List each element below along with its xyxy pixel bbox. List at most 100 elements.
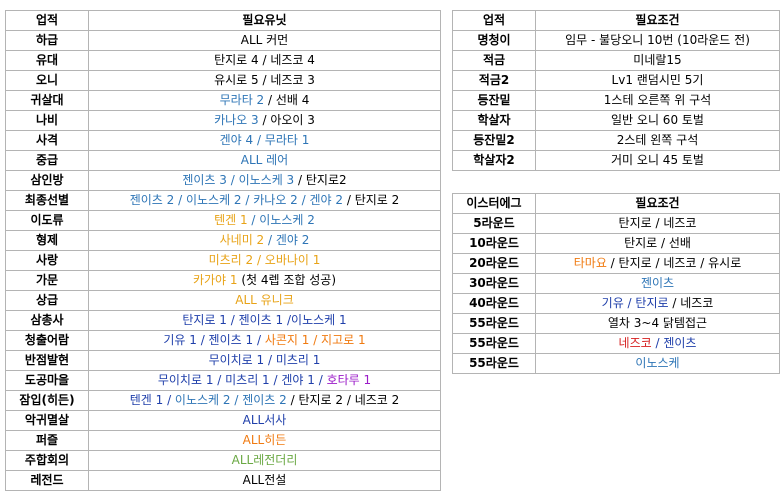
- requirement-text: 유시로 5 / 네즈코 3: [214, 73, 315, 87]
- requirement-cell: 겐야 4 / 무라타 1: [88, 130, 441, 151]
- requirement-text: ALL히든: [242, 433, 287, 447]
- requirement-cell: 거미 오니 45 토벌: [535, 150, 780, 171]
- requirement-cell: 탄지로 1 / 젠이츠 1 /이노스케 1: [88, 310, 441, 331]
- requirement-cell: 1스테 오른쪽 위 구석: [535, 90, 780, 111]
- achievement-name-cell: 55라운드: [452, 353, 536, 374]
- requirement-cell: ALL히든: [88, 430, 441, 451]
- achievement-name-cell: 30라운드: [452, 273, 536, 294]
- achievement-name-cell: 퍼즐: [5, 430, 89, 451]
- requirement-cell: 미츠리 2 / 오바나이 1: [88, 250, 441, 271]
- achievement-name-cell: 상급: [5, 290, 89, 311]
- achievement-name-cell: 20라운드: [452, 253, 536, 274]
- table-row: 적금2 Lv1 랜덤시민 5기: [452, 70, 780, 91]
- requirement-cell: ALL 유니크: [88, 290, 441, 311]
- requirement-text: 겐야 4 / 무라타 1: [219, 133, 310, 147]
- requirement-text: ALL 유니크: [235, 293, 294, 307]
- requirement-text: / 아오이 3: [258, 113, 315, 127]
- header-cell: 이스터에그: [452, 193, 536, 214]
- requirement-text: 임무 - 불당오니 10번 (10라운드 전): [565, 33, 750, 47]
- achievement-name-cell: 이도류: [5, 210, 89, 231]
- requirement-text: ALL서사: [242, 413, 287, 427]
- requirement-cell: 무이치로 1 / 미츠리 1 / 겐야 1 / 호타루 1: [88, 370, 441, 391]
- units-table: 업적 필요유닛 하급 ALL 커먼 유대 탄지로 4 / 네즈코 4 오니 유시로 5 /…: [5, 10, 441, 491]
- table-row: 나비 카나오 3 / 아오이 3: [5, 110, 441, 131]
- table-row: 20라운드 타마요 / 탄지로 / 네즈코 / 유시로: [452, 253, 780, 274]
- requirement-text: 젠이츠 2 / 이노스케 2 / 카나오 2 / 겐야 2: [129, 193, 344, 207]
- table-row: 최종선별 젠이츠 2 / 이노스케 2 / 카나오 2 / 겐야 2 / 탄지로 …: [5, 190, 441, 211]
- table-row: 귀살대 무라타 2 / 선배 4: [5, 90, 441, 111]
- achievement-name-cell: 최종선별: [5, 190, 89, 211]
- requirement-text: (첫 4렙 조합 성공): [237, 273, 337, 287]
- table-row: 상급 ALL 유니크: [5, 290, 441, 311]
- table-row: 하급 ALL 커먼: [5, 30, 441, 51]
- achievement-name-cell: 명청이: [452, 30, 536, 51]
- table-row: 10라운드 탄지로 / 선배: [452, 233, 780, 254]
- table-row: 적금 미네랄15: [452, 50, 780, 71]
- requirement-text: / 탄지로 2 / 네즈코 2: [286, 393, 400, 407]
- achievement-name-cell: 가문: [5, 270, 89, 291]
- achievement-name-cell: 삼총사: [5, 310, 89, 331]
- achievement-name-cell: 레전드: [5, 470, 89, 491]
- requirement-cell: 타마요 / 탄지로 / 네즈코 / 유시로: [535, 253, 780, 274]
- requirement-cell: ALL레전더리: [88, 450, 441, 471]
- requirement-text: 1스테 오른쪽 위 구석: [603, 93, 712, 107]
- achievement-name-cell: 형제: [5, 230, 89, 251]
- achievement-name-cell: 삼인방: [5, 170, 89, 191]
- requirement-text: 탄지로 1 / 젠이츠 1 /이노스케 1: [182, 313, 347, 327]
- table-row: 삼총사 탄지로 1 / 젠이츠 1 /이노스케 1: [5, 310, 441, 331]
- header-cell: 필요조건: [535, 10, 780, 31]
- requirement-text: / 탄지로 / 네즈코 / 유시로: [606, 256, 742, 270]
- requirement-cell: 네즈코 / 젠이츠: [535, 333, 780, 354]
- table-row: 형제 사네미 2 / 겐야 2: [5, 230, 441, 251]
- achievement-name-cell: 등잔밑: [452, 90, 536, 111]
- requirement-text: Lv1 랜덤시민 5기: [611, 73, 704, 87]
- requirement-cell: 유시로 5 / 네즈코 3: [88, 70, 441, 91]
- requirement-text: 무라타 2: [219, 93, 265, 107]
- table-header-row: 업적 필요조건: [452, 10, 780, 31]
- requirement-cell: 젠이츠 3 / 이노스케 3 / 탄지로2: [88, 170, 441, 191]
- table-row: 학살자 일반 오니 60 토벌: [452, 110, 780, 131]
- requirement-cell: ALL 레어: [88, 150, 441, 171]
- table-row: 55라운드 열차 3~4 닭템접근: [452, 313, 780, 334]
- table-header-row: 업적 필요유닛: [5, 10, 441, 31]
- requirement-text: 열차 3~4 닭템접근: [607, 316, 708, 330]
- table-row: 학살자2 거미 오니 45 토벌: [452, 150, 780, 171]
- table-row: 주합회의 ALL레전더리: [5, 450, 441, 471]
- table-row: 가문 카가야 1 (첫 4렙 조합 성공): [5, 270, 441, 291]
- requirement-cell: 사네미 2 / 겐야 2: [88, 230, 441, 251]
- achievement-name-cell: 10라운드: [452, 233, 536, 254]
- table-row: 오니 유시로 5 / 네즈코 3: [5, 70, 441, 91]
- achievement-name-cell: 잠입(히든): [5, 390, 89, 411]
- header-cell: 업적: [5, 10, 89, 31]
- table-row: 악귀멸살 ALL서사: [5, 410, 441, 431]
- table-row: 55라운드 네즈코 / 젠이츠: [452, 333, 780, 354]
- table-row: 5라운드 탄지로 / 네즈코: [452, 213, 780, 234]
- requirement-text: / 겐야 2: [264, 233, 310, 247]
- table-header-row: 이스터에그 필요조건: [452, 193, 780, 214]
- requirement-cell: 무이치로 1 / 미츠리 1: [88, 350, 441, 371]
- achievement-name-cell: 주합회의: [5, 450, 89, 471]
- requirement-cell: 텐겐 1 / 이노스케 2 / 젠이츠 2 / 탄지로 2 / 네즈코 2: [88, 390, 441, 411]
- requirement-text: 타마요: [573, 256, 607, 270]
- requirement-cell: Lv1 랜덤시민 5기: [535, 70, 780, 91]
- requirement-text: ALL 커먼: [240, 33, 289, 47]
- requirement-cell: 카가야 1 (첫 4렙 조합 성공): [88, 270, 441, 291]
- table-row: 30라운드 젠이츠: [452, 273, 780, 294]
- requirement-text: 미츠리 2 / 오바나이 1: [208, 253, 321, 267]
- requirement-text: ALL레전더리: [231, 453, 298, 467]
- table-row: 삼인방 젠이츠 3 / 이노스케 3 / 탄지로2: [5, 170, 441, 191]
- requirement-cell: 미네랄15: [535, 50, 780, 71]
- achievement-name-cell: 5라운드: [452, 213, 536, 234]
- table-row: 청출어람 기유 1 / 젠이츠 1 / 사콘지 1 / 지고로 1: [5, 330, 441, 351]
- achievement-name-cell: 사랑: [5, 250, 89, 271]
- achievement-name-cell: 등잔밑2: [452, 130, 536, 151]
- requirement-cell: 젠이츠: [535, 273, 780, 294]
- requirement-text: 텐겐 1 /: [129, 393, 175, 407]
- achievement-name-cell: 오니: [5, 70, 89, 91]
- requirement-text: 카나오 3: [214, 113, 259, 127]
- requirement-text: / 탄지로 2: [343, 193, 400, 207]
- requirement-text: / 탄지로2: [294, 173, 347, 187]
- achievement-name-cell: 반점발현: [5, 350, 89, 371]
- requirement-cell: 젠이츠 2 / 이노스케 2 / 카나오 2 / 겐야 2 / 탄지로 2: [88, 190, 441, 211]
- requirement-text: 거미 오니 45 토벌: [611, 153, 704, 167]
